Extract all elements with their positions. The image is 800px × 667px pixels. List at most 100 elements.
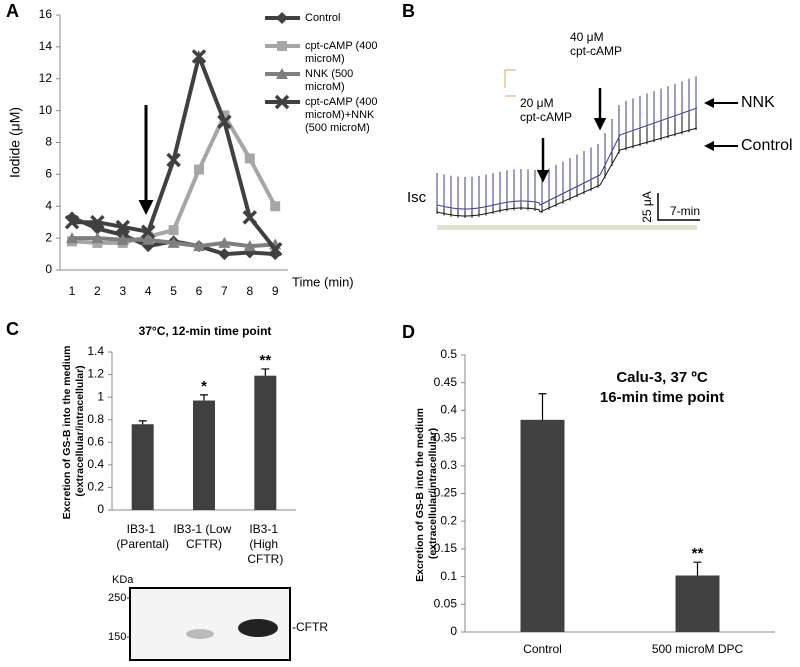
- significance: **: [259, 352, 271, 369]
- y-tick-label: 0.8: [87, 412, 104, 426]
- y-tick-label: 0.15: [434, 541, 458, 555]
- y-tick-label: 0.05: [434, 596, 458, 610]
- y-tick-label: 1.2: [87, 367, 104, 381]
- y-tick-label: 0.25: [434, 486, 458, 500]
- point: [90, 214, 105, 230]
- bar: [131, 424, 154, 510]
- x-tick-label: 8: [246, 284, 253, 298]
- y-tick-label: 4: [45, 198, 52, 212]
- x-tick-label: 5: [170, 284, 177, 298]
- point: [115, 219, 131, 235]
- point: [270, 201, 281, 212]
- y-tick-label: 0: [45, 262, 52, 276]
- x-axis-title: Time (min): [292, 274, 354, 289]
- x-tick-label: 2: [94, 284, 101, 298]
- significance: *: [201, 378, 207, 395]
- point: [64, 214, 80, 230]
- point: [218, 248, 231, 261]
- y-tick-label: 10: [39, 103, 53, 117]
- x-tick-label: IB3-1 (High CFTR): [247, 522, 283, 566]
- bar: [193, 400, 215, 510]
- baseline-bar: [437, 225, 697, 230]
- legend-label: cpt-cAMP (400 microM)+NNK (500 microM): [305, 96, 381, 134]
- y-axis-title: Excretion of GS-B into the medium (extra…: [414, 405, 439, 582]
- x-tick-label: 500 microM DPC: [652, 642, 744, 656]
- nnk-trace: [436, 76, 698, 211]
- blot-unit: KDa: [112, 574, 134, 586]
- error-bar: [538, 393, 547, 420]
- y-tick-label: 8: [45, 135, 52, 149]
- legend-label: Control: [305, 12, 340, 24]
- blot-marker: 250-: [108, 592, 130, 604]
- y-tick-label: 0: [97, 502, 104, 516]
- bar: [254, 375, 277, 510]
- y-tick-label: 0.2: [87, 480, 104, 494]
- blot-band: [238, 619, 278, 637]
- error-bar: [138, 420, 147, 425]
- y-tick-label: 0: [450, 624, 457, 638]
- y-tick-label: 0.5: [440, 347, 457, 361]
- x-tick-label: 3: [119, 284, 126, 298]
- point: [142, 233, 155, 245]
- control-trace: [436, 96, 698, 218]
- point: [168, 225, 179, 236]
- x-tick-label: 6: [196, 284, 203, 298]
- error-bar: [200, 394, 208, 401]
- y-tick-label: 0.4: [440, 403, 457, 417]
- point: [191, 49, 207, 64]
- annotation: Control: [741, 137, 793, 154]
- y-tick-label: 12: [39, 71, 53, 85]
- point: [194, 164, 204, 175]
- x-tick-label: 9: [272, 284, 279, 298]
- point: [193, 240, 205, 252]
- bar: [520, 419, 565, 632]
- point: [244, 153, 255, 164]
- y-tick-label: 0.1: [440, 569, 457, 583]
- y-tick-label: 1.4: [87, 344, 104, 358]
- y-tick-label: 0.35: [434, 430, 458, 444]
- point: [167, 236, 180, 248]
- blot-band: [186, 629, 214, 639]
- x-tick-label: 1: [69, 284, 76, 298]
- scale-mark: [504, 69, 516, 97]
- error-bar: [261, 368, 270, 376]
- y-tick-label: 2: [45, 230, 52, 244]
- y-tick-label: 16: [39, 7, 53, 21]
- point: [277, 41, 287, 51]
- y-tick-label: 1: [97, 389, 104, 403]
- error-bar: [693, 561, 702, 576]
- panel-label: B: [402, 1, 415, 21]
- point: [217, 114, 232, 130]
- legend-label: cpt-cAMP (400 microM): [305, 40, 381, 65]
- point: [116, 233, 129, 245]
- point: [91, 232, 104, 244]
- annotation: 20 μM cpt-cAMP: [520, 96, 572, 124]
- panel-label: C: [6, 319, 19, 339]
- chart-title: 37°C, 12-min time point: [139, 324, 272, 338]
- y-tick-label: 0.2: [440, 513, 457, 527]
- legend-label: NNK (500 microM): [305, 68, 356, 93]
- point: [274, 94, 290, 110]
- x-tick-label: Control: [523, 642, 562, 656]
- blot-band-label: -CFTR: [292, 620, 328, 634]
- point: [276, 68, 288, 79]
- y-tick-label: 0.6: [87, 434, 104, 448]
- point: [140, 224, 156, 239]
- point: [219, 110, 230, 121]
- y-axis-title: Excretion of GS-B into the medium (extra…: [61, 343, 86, 520]
- chart-title: Calu-3, 37 ºC: [616, 369, 708, 386]
- point: [242, 210, 258, 225]
- point: [267, 242, 283, 257]
- bar: [675, 575, 720, 632]
- scale-bar: [657, 193, 700, 221]
- point: [218, 236, 231, 248]
- significance: **: [692, 545, 704, 562]
- annotation: 25 μA: [640, 191, 654, 223]
- x-tick-label: 7: [221, 284, 228, 298]
- x-tick-label: IB3-1 (Parental): [116, 522, 169, 551]
- y-tick-label: 14: [39, 39, 53, 53]
- y-tick-label: 6: [45, 167, 52, 181]
- annotation: 40 μM cpt-cAMP: [570, 30, 622, 58]
- annotation: 7-min: [670, 204, 700, 218]
